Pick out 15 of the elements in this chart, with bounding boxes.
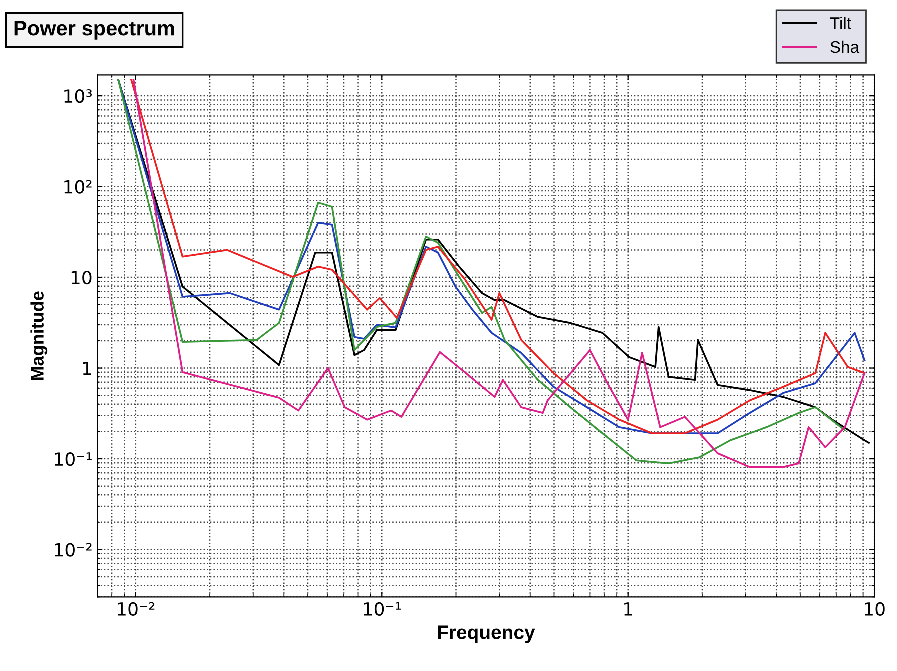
legend-label: Sha (830, 40, 860, 54)
y-tick-label: 10³ (64, 90, 92, 104)
y-axis-title: Magnitude (30, 292, 48, 380)
x-tick-label: 10⁻¹ (364, 602, 402, 616)
y-tick-label: 1 (83, 362, 92, 376)
x-tick-label: 1 (624, 602, 632, 616)
x-tick-label: 10 (865, 602, 885, 616)
chart-title: Power spectrum (14, 21, 174, 40)
x-tick-label: 10⁻² (118, 602, 155, 616)
y-tick-label: 10 (72, 270, 92, 285)
legend-label: Tilt (830, 17, 852, 30)
y-tick-label: 10⁻² (55, 543, 92, 557)
y-tick-label: 10² (64, 180, 92, 194)
y-tick-label: 10⁻¹ (55, 452, 92, 466)
x-axis-title: Frequency (438, 626, 536, 644)
